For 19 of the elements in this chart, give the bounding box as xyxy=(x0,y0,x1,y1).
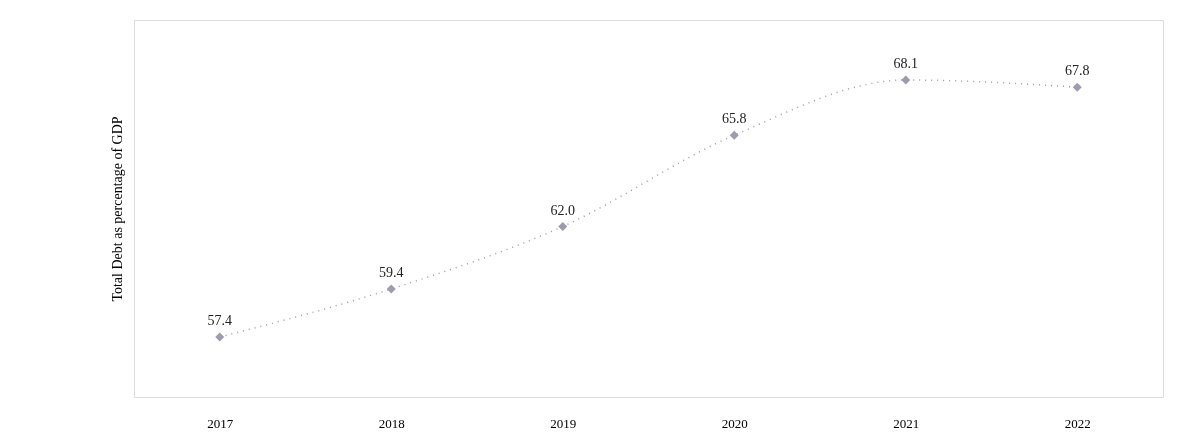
x-tick-label: 2022 xyxy=(1064,415,1091,431)
data-label: 62.0 xyxy=(550,202,575,218)
data-label: 57.4 xyxy=(207,313,232,328)
data-label: 59.4 xyxy=(379,264,404,280)
x-tick-label: 2019 xyxy=(550,415,577,431)
point xyxy=(558,222,568,231)
point xyxy=(1072,82,1082,92)
y-axis-title: Total Debt as percentage of GDP xyxy=(109,116,125,302)
x-tick-label: 2021 xyxy=(893,415,920,431)
data-label: 67.8 xyxy=(1065,63,1090,79)
data-label: 65.8 xyxy=(722,111,747,127)
x-tick-label: 2018 xyxy=(378,415,405,431)
point xyxy=(386,284,396,294)
data-label: 68.1 xyxy=(893,56,918,71)
x-tick-label: 2017 xyxy=(207,415,234,431)
point xyxy=(215,332,225,342)
point xyxy=(901,75,911,85)
x-tick-label: 2020 xyxy=(721,415,748,431)
point xyxy=(729,130,739,140)
